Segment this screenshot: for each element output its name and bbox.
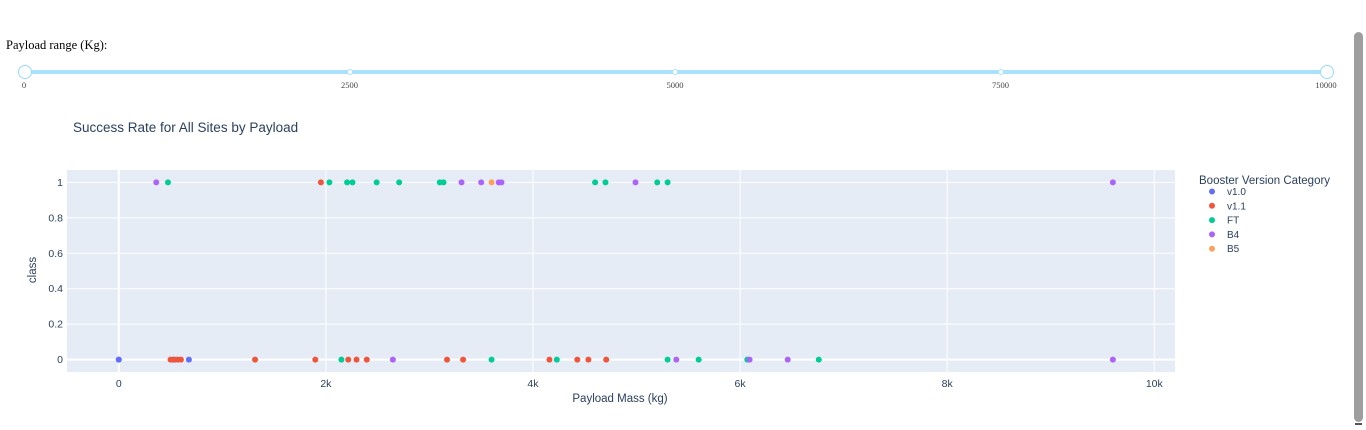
grid-lines bbox=[67, 170, 1175, 372]
data-point-b4[interactable] bbox=[153, 179, 160, 186]
data-point-ft[interactable] bbox=[338, 356, 345, 363]
data-point-ft[interactable] bbox=[654, 179, 661, 186]
data-point-v1-1[interactable] bbox=[363, 356, 370, 363]
slider-mark-dot[interactable] bbox=[672, 69, 678, 75]
data-point-v1-1[interactable] bbox=[345, 356, 352, 363]
data-point-v1-1[interactable] bbox=[317, 179, 324, 186]
legend-marker[interactable] bbox=[1209, 217, 1215, 224]
data-point-v1-1[interactable] bbox=[444, 356, 451, 363]
x-axis-label: Payload Mass (kg) bbox=[572, 393, 667, 405]
legend-marker[interactable] bbox=[1209, 202, 1215, 209]
data-point-ft[interactable] bbox=[164, 179, 171, 186]
x-tick-label: 10k bbox=[1146, 378, 1164, 390]
slider-tick-label: 10000 bbox=[1315, 80, 1337, 90]
data-point-v1-1[interactable] bbox=[252, 356, 259, 363]
y-axis-label: class bbox=[27, 257, 39, 283]
slider-mark-dot[interactable] bbox=[346, 69, 353, 75]
slider-handle-max[interactable] bbox=[1320, 65, 1334, 79]
data-point-v1-1[interactable] bbox=[574, 356, 581, 363]
data-point-ft[interactable] bbox=[440, 179, 447, 186]
data-point-b4[interactable] bbox=[632, 179, 639, 186]
data-point-v1-1[interactable] bbox=[353, 356, 360, 363]
slider-tick-label: 0 bbox=[21, 80, 27, 90]
data-point-b4[interactable] bbox=[389, 356, 396, 363]
data-point-ft[interactable] bbox=[664, 179, 671, 186]
data-point-v1-1[interactable] bbox=[177, 356, 184, 363]
legend-item-label[interactable]: v1.0 bbox=[1227, 187, 1246, 198]
success-rate-scatter-chart: 0 2k 4k 6k 8k 10k 0 0.2 0.4 0.6 0.8 1 Success Rate… bbox=[27, 120, 1330, 405]
y-axis-ticks: 0 0.2 0.4 0.6 0.8 1 bbox=[48, 177, 63, 366]
data-point-b4[interactable] bbox=[784, 356, 791, 363]
y-tick-label: 0.2 bbox=[48, 319, 63, 331]
data-point-v1-0[interactable] bbox=[185, 356, 192, 363]
plot-area bbox=[67, 170, 1175, 372]
x-tick-label: 0 bbox=[116, 378, 122, 390]
slider-mark-dot[interactable] bbox=[997, 69, 1004, 75]
data-point-ft[interactable] bbox=[396, 179, 403, 186]
x-tick-label: 4k bbox=[527, 378, 539, 390]
slider-tick-label: 7500 bbox=[992, 80, 1009, 90]
data-point-ft[interactable] bbox=[695, 356, 702, 363]
data-point-b4[interactable] bbox=[458, 179, 465, 186]
data-points bbox=[115, 179, 1116, 363]
data-point-b5[interactable] bbox=[488, 179, 495, 186]
data-point-b4[interactable] bbox=[1109, 179, 1116, 186]
data-point-ft[interactable] bbox=[344, 179, 351, 186]
data-point-v1-1[interactable] bbox=[312, 356, 319, 363]
data-point-ft[interactable] bbox=[664, 356, 671, 363]
y-tick-label: 0.6 bbox=[48, 248, 63, 260]
data-point-v1-1[interactable] bbox=[546, 356, 553, 363]
legend-title: Booster Version Category bbox=[1199, 175, 1330, 187]
data-point-v1-1[interactable] bbox=[603, 356, 610, 363]
data-point-b4[interactable] bbox=[746, 356, 753, 363]
data-point-ft[interactable] bbox=[349, 179, 356, 186]
legend-marker[interactable] bbox=[1209, 188, 1215, 195]
y-tick-label: 0.4 bbox=[48, 283, 63, 295]
data-point-ft[interactable] bbox=[602, 179, 609, 186]
data-point-b4[interactable] bbox=[1109, 356, 1116, 363]
x-tick-label: 6k bbox=[735, 378, 747, 390]
x-tick-label: 8k bbox=[942, 378, 954, 390]
data-point-ft[interactable] bbox=[326, 179, 333, 186]
data-point-ft[interactable] bbox=[373, 179, 380, 186]
scroll-down-arrow-icon[interactable] bbox=[1355, 423, 1362, 425]
data-point-ft[interactable] bbox=[592, 179, 599, 186]
scrollbar-thumb[interactable] bbox=[1354, 32, 1363, 422]
slider-tick-label: 5000 bbox=[666, 80, 684, 90]
vertical-scrollbar[interactable] bbox=[1351, 0, 1366, 430]
data-point-b4[interactable] bbox=[673, 356, 680, 363]
y-tick-label: 1 bbox=[57, 177, 63, 189]
legend-item-label[interactable]: B5 bbox=[1227, 244, 1240, 255]
legend-marker[interactable] bbox=[1209, 231, 1215, 238]
x-axis-ticks: 0 2k 4k 6k 8k 10k bbox=[116, 378, 1164, 390]
legend-item-label[interactable]: v1.1 bbox=[1227, 201, 1246, 212]
payload-range-slider[interactable]: 0 2500 5000 7500 10000 bbox=[0, 60, 1345, 96]
data-point-v1-1[interactable] bbox=[460, 356, 467, 363]
legend-item-label[interactable]: FT bbox=[1227, 216, 1239, 227]
data-point-ft[interactable] bbox=[815, 356, 822, 363]
legend-item-label[interactable]: B4 bbox=[1227, 230, 1240, 241]
payload-range-label: Payload range (Kg): bbox=[6, 38, 108, 52]
data-point-ft[interactable] bbox=[553, 356, 560, 363]
data-point-v1-1[interactable] bbox=[167, 356, 174, 363]
data-point-v1-0[interactable] bbox=[115, 356, 122, 363]
legend-marker[interactable] bbox=[1209, 245, 1215, 252]
data-point-b4[interactable] bbox=[478, 179, 485, 186]
data-point-ft[interactable] bbox=[488, 356, 495, 363]
slider-tick-label: 2500 bbox=[341, 80, 358, 90]
chart-title: Success Rate for All Sites by Payload bbox=[73, 120, 298, 135]
y-tick-label: 0.8 bbox=[48, 212, 63, 224]
y-tick-label: 0 bbox=[57, 354, 63, 366]
data-point-v1-1[interactable] bbox=[585, 356, 592, 363]
legend: Booster Version Category v1.0 v1.1 FT B4 B5 bbox=[1199, 175, 1330, 255]
data-point-b4[interactable] bbox=[498, 179, 505, 186]
slider-handle-min[interactable] bbox=[18, 65, 32, 79]
x-tick-label: 2k bbox=[320, 378, 332, 390]
